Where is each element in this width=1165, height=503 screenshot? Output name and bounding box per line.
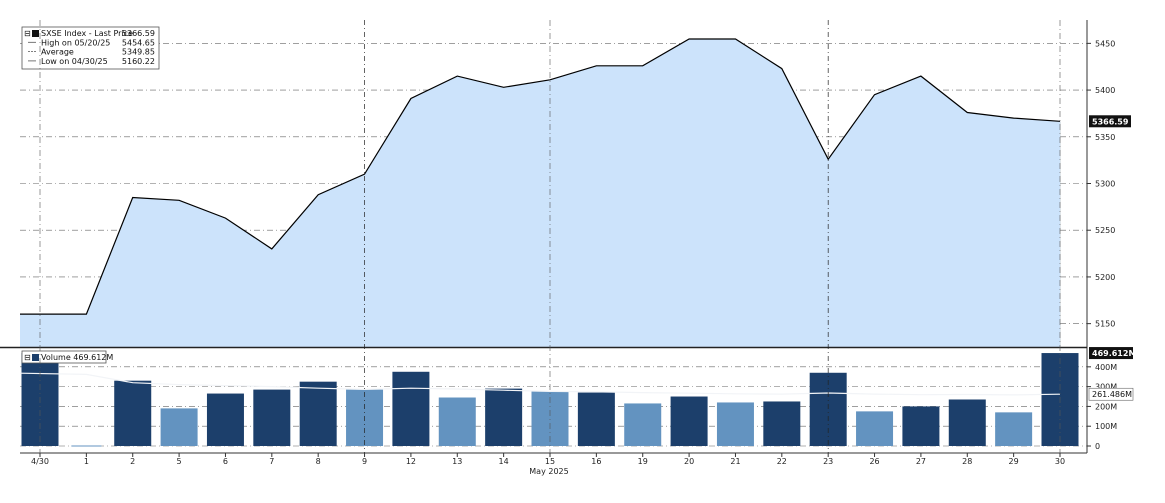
x-tick-label: 8: [316, 457, 321, 466]
volume-y-tick-label: 100M: [1095, 422, 1117, 431]
x-tick-label: 20: [684, 457, 694, 466]
x-tick-label: 7: [269, 457, 274, 466]
price-y-tick-label: 5150: [1095, 320, 1115, 329]
x-tick-label: 28: [962, 457, 972, 466]
x-tick-label: 22: [777, 457, 787, 466]
legend-collapse-icon[interactable]: ⊟: [24, 29, 31, 38]
price-legend-box: [21, 26, 160, 70]
volume-y-tick-label: 200M: [1095, 402, 1117, 411]
volume-y-axis: 0 100M 200M 300M 400M 469.612M 261.486M: [1087, 347, 1136, 451]
volume-legend-collapse-icon[interactable]: ⊟: [24, 353, 31, 362]
volume-bar: [206, 393, 244, 446]
price-legend-row-label: Low on 04/30/25: [41, 57, 108, 66]
x-tick-label: 9: [362, 457, 367, 466]
x-tick-label: 26: [869, 457, 879, 466]
price-y-tick-label: 5400: [1095, 86, 1115, 95]
legend-swatch-last-price: [32, 30, 39, 37]
x-tick-label: 14: [499, 457, 509, 466]
volume-y-tick-label: 300M: [1095, 383, 1117, 392]
price-legend-row-value: 5454.65: [122, 38, 155, 47]
volume-bar: [763, 401, 801, 446]
volume-bar: [392, 371, 430, 446]
price-y-tick-label: 5200: [1095, 273, 1115, 282]
volume-bar: [948, 399, 986, 446]
price-y-tick-label: 5450: [1095, 39, 1115, 48]
x-tick-label: 5: [177, 457, 182, 466]
volume-legend-label: Volume 469.612M: [41, 353, 113, 362]
volume-bar: [670, 396, 708, 446]
x-tick-label: 13: [452, 457, 462, 466]
x-tick-label: 19: [638, 457, 648, 466]
last-volume-badge-label: 469.612M: [1092, 349, 1136, 358]
volume-bars: [21, 352, 1079, 447]
volume-bar: [253, 389, 291, 446]
volume-y-tick-label: 400M: [1095, 363, 1117, 372]
price-area: [20, 39, 1060, 347]
volume-bar: [716, 402, 754, 446]
price-legend-row-value: 5349.85: [122, 48, 155, 57]
volume-legend-box: [21, 350, 107, 364]
volume-bar: [299, 381, 337, 446]
x-tick-label: 15: [545, 457, 555, 466]
volume-bar: [624, 403, 662, 446]
price-legend-row-value: 5366.59: [122, 29, 155, 38]
x-tick-label: 2: [130, 457, 135, 466]
volume-bar: [902, 406, 940, 446]
x-tick-label: 4/30: [31, 457, 49, 466]
x-tick-label: 6: [223, 457, 228, 466]
x-tick-label: 30: [1055, 457, 1065, 466]
volume-bar: [485, 388, 523, 446]
price-y-tick-label: 5250: [1095, 226, 1115, 235]
volume-average-badge: [1088, 387, 1134, 401]
price-legend-row-label: High on 05/20/25: [41, 38, 110, 47]
volume-bar: [438, 397, 476, 446]
price-legend-row-label: SXSE Index - Last Price: [41, 29, 133, 38]
volume-average-badge-label: 261.486M: [1092, 390, 1132, 399]
last-volume-badge: [1089, 347, 1133, 360]
x-tick-label: 16: [591, 457, 601, 466]
last-price-badge: [1089, 115, 1131, 128]
price-y-tick-label: 5300: [1095, 180, 1115, 189]
x-month-label: May 2025: [529, 467, 568, 476]
volume-bar: [856, 411, 894, 446]
price-panel: 5150 5200 5250 5300 5350 5400 5450 5366.59 SXSE…: [20, 26, 1131, 347]
price-y-tick-label: 5350: [1095, 133, 1115, 142]
crosshairs: [0, 20, 1088, 454]
volume-bar: [160, 408, 198, 446]
volume-legend: ⊟ Volume 469.612M: [21, 350, 113, 364]
price-legend-row-value: 5160.22: [122, 57, 155, 66]
x-tick-label: 1: [84, 457, 89, 466]
price-legend-row-label: Average: [41, 48, 74, 57]
volume-y-tick-label: 0: [1095, 442, 1100, 451]
volume-average-line: [19, 372, 1061, 396]
volume-panel: 0 100M 200M 300M 400M 469.612M 261.486M ⊟ Volum…: [19, 347, 1136, 451]
x-tick-label: 29: [1009, 457, 1019, 466]
x-tick-label: 23: [823, 457, 833, 466]
x-tick-label: 27: [916, 457, 926, 466]
volume-bar: [577, 392, 615, 446]
volume-legend-swatch: [32, 354, 39, 361]
x-tick-label: 21: [730, 457, 740, 466]
x-tick-label: 12: [406, 457, 416, 466]
volume-bar: [114, 380, 152, 446]
price-line: [20, 38, 1061, 315]
x-axis: 4/30 1 2 5 6 7 8 9 12 13 14 15 16 19 20 21 22 23 26 27 28 29 3…: [31, 453, 1065, 476]
last-price-badge-label: 5366.59: [1092, 117, 1129, 126]
volume-bar: [995, 412, 1033, 446]
price-y-axis: 5150 5200 5250 5300 5350 5400 5450 5366.59: [1087, 39, 1131, 329]
